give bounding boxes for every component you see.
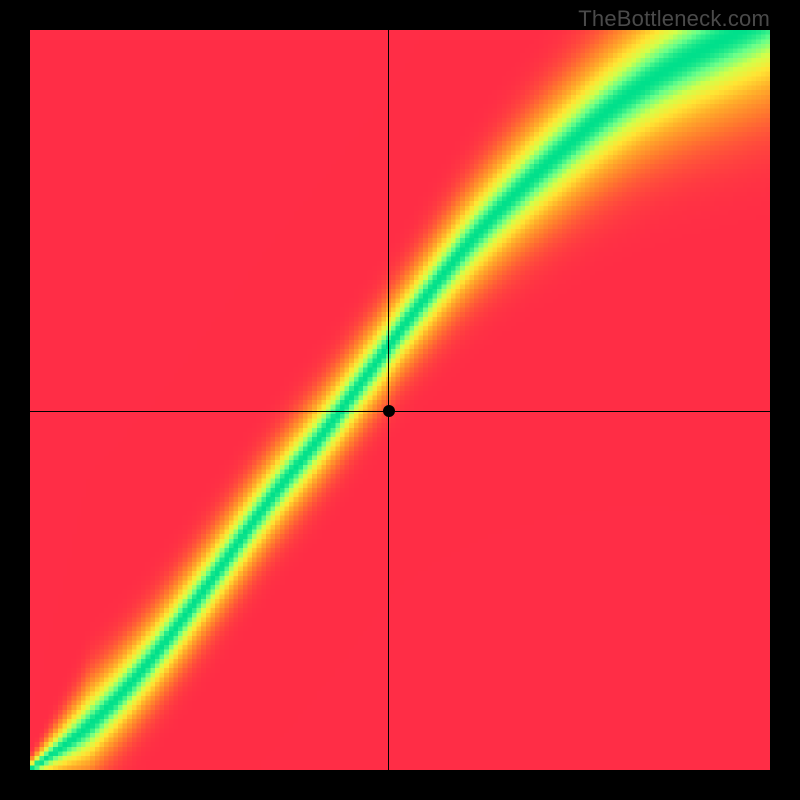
heatmap-plot [30,30,770,770]
crosshair-dot [383,405,395,417]
watermark-text: TheBottleneck.com [578,6,770,32]
crosshair-horizontal [30,411,770,412]
heatmap-canvas [30,30,770,770]
crosshair-vertical [388,30,389,770]
